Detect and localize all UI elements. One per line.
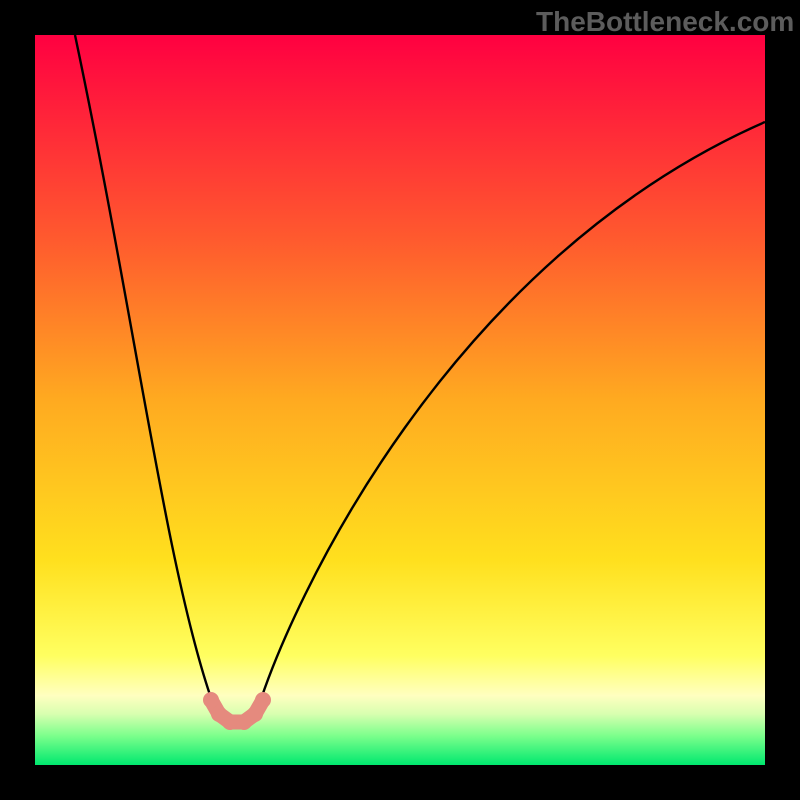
marker-dot bbox=[247, 706, 263, 722]
bottleneck-chart bbox=[0, 0, 800, 800]
marker-dot bbox=[203, 692, 219, 708]
watermark-text: TheBottleneck.com bbox=[536, 6, 794, 38]
marker-dot bbox=[222, 714, 238, 730]
marker-dot bbox=[255, 692, 271, 708]
